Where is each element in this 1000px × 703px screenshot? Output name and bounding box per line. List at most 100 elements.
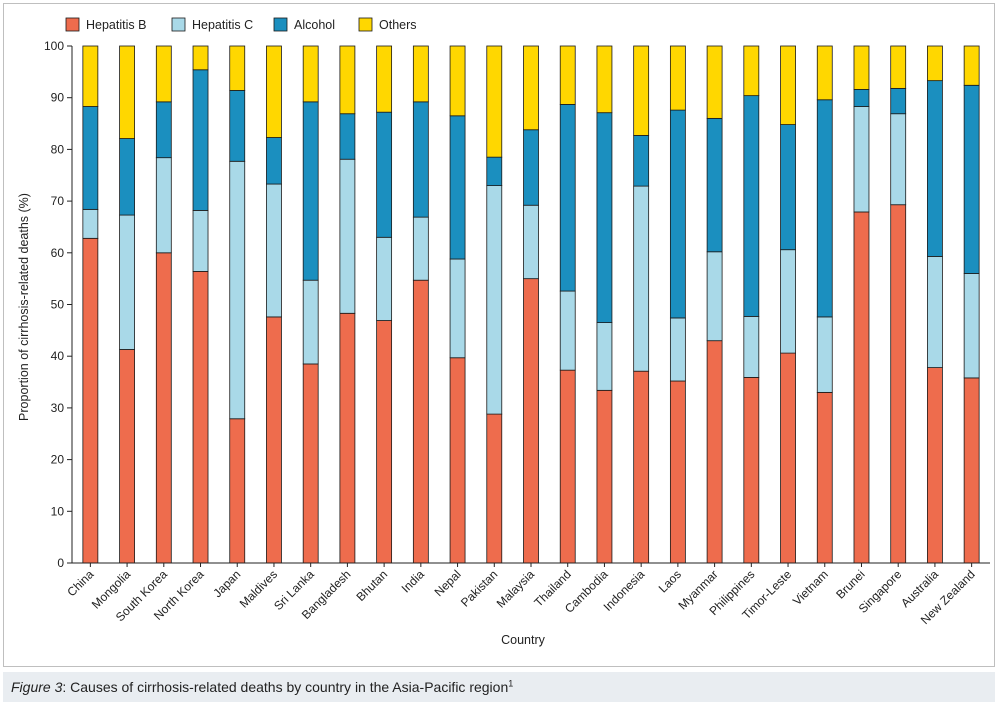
bar-maldives-others (266, 45, 282, 138)
y-tick-label-50: 50 (51, 298, 65, 312)
bar-bangladesh-others (339, 45, 356, 115)
legend: Hepatitis B Hepatitis C Alcohol Others (65, 17, 417, 32)
bar-sri-lanka-hepatitis-c (302, 279, 319, 365)
bar-myanmar-alcohol (706, 117, 723, 253)
bar-maldives-hepatitis-b (266, 316, 282, 564)
bar-bangladesh-hepatitis-b (339, 312, 356, 564)
bar-cambodia-hepatitis-b (596, 389, 613, 564)
bar-pakistan-others (486, 45, 503, 158)
caption-separator: : (62, 679, 67, 695)
bar-japan-hepatitis-c (229, 160, 246, 420)
bar-bangladesh-alcohol (339, 113, 356, 160)
legend-label-alcohol: Alcohol (294, 18, 335, 32)
bar-south-korea-alcohol (155, 101, 172, 159)
chart-frame: Hepatitis B Hepatitis C Alcohol Others Chin… (3, 3, 995, 667)
bar-philippines-others (743, 45, 760, 97)
x-tick-label-nepal: Nepal (432, 567, 464, 599)
bar-maldives-alcohol (266, 137, 282, 185)
bar-singapore-alcohol (890, 87, 907, 115)
bar-sri-lanka-alcohol (302, 101, 319, 281)
bar-indonesia-hepatitis-c (633, 185, 650, 372)
bar-new-zealand-alcohol (963, 84, 980, 274)
bar-cambodia-hepatitis-c (596, 322, 613, 391)
bar-indonesia-others (633, 45, 650, 136)
x-tick-label-brunei: Brunei (833, 567, 867, 601)
bar-bhutan-alcohol (376, 111, 393, 238)
bar-philippines-alcohol (743, 95, 760, 317)
y-tick-label-90: 90 (51, 91, 65, 105)
bar-vietnam-others (816, 45, 833, 101)
bar-japan-alcohol (229, 90, 246, 162)
x-tick-label-bhutan: Bhutan (353, 567, 390, 604)
x-tick-label-pakistan: Pakistan (458, 567, 500, 609)
figure-label: Figure 3 (11, 679, 63, 695)
x-tick-label-laos: Laos (656, 567, 684, 595)
bar-indonesia-hepatitis-b (633, 370, 650, 564)
bar-sri-lanka-hepatitis-b (302, 363, 319, 564)
stacked-bar-chart: Hepatitis B Hepatitis C Alcohol Others Chin… (17, 17, 990, 647)
bar-laos-alcohol (669, 109, 686, 319)
bar-mongolia-hepatitis-c (119, 214, 135, 350)
bar-laos-hepatitis-c (669, 317, 686, 382)
bar-laos-hepatitis-b (669, 380, 686, 564)
bar-nepal-hepatitis-c (449, 258, 466, 359)
legend-swatch-hepatitis-c (171, 17, 186, 32)
x-tick-label-japan: Japan (210, 567, 243, 600)
bar-malaysia-alcohol (523, 129, 539, 206)
bar-indonesia-alcohol (633, 135, 650, 187)
bar-new-zealand-hepatitis-c (963, 273, 980, 379)
bar-mongolia-hepatitis-b (119, 349, 135, 564)
bar-india-alcohol (412, 101, 429, 218)
bar-south-korea-others (155, 45, 172, 103)
bar-vietnam-hepatitis-b (816, 391, 833, 564)
bar-thailand-hepatitis-b (559, 369, 576, 564)
bar-south-korea-hepatitis-c (155, 157, 172, 254)
x-tick-label-india: India (399, 567, 428, 596)
legend-swatch-others (358, 17, 373, 32)
x-tick-label-vietnam: Vietnam (790, 567, 831, 608)
bar-china-others (82, 45, 99, 107)
bar-timor-leste-hepatitis-c (780, 249, 796, 354)
y-tick-label-80: 80 (51, 142, 65, 156)
bar-laos-others (669, 45, 686, 111)
bar-south-korea-hepatitis-b (155, 252, 172, 564)
legend-label-hepatitis-b: Hepatitis B (86, 18, 146, 32)
y-tick-label-20: 20 (51, 453, 65, 467)
bar-new-zealand-others (963, 45, 980, 86)
bar-cambodia-others (596, 45, 613, 114)
bar-maldives-hepatitis-c (266, 183, 282, 318)
x-tick-label-malaysia: Malaysia (494, 567, 538, 611)
bar-vietnam-alcohol (816, 99, 833, 318)
y-tick-label-10: 10 (51, 504, 65, 518)
bar-brunei-hepatitis-b (853, 211, 870, 564)
bar-pakistan-hepatitis-b (486, 413, 503, 564)
bar-myanmar-hepatitis-b (706, 340, 723, 564)
y-axis-title: Proportion of cirrhosis-related deaths (… (17, 193, 31, 421)
figure-caption: Figure 3: Causes of cirrhosis-related de… (3, 672, 995, 702)
bar-pakistan-alcohol (486, 156, 503, 186)
bar-japan-others (229, 45, 246, 91)
bar-bhutan-others (376, 45, 393, 113)
bar-australia-alcohol (927, 80, 943, 257)
y-tick-label-30: 30 (51, 401, 65, 415)
bar-china-hepatitis-b (82, 237, 99, 564)
bar-malaysia-others (523, 45, 539, 131)
bar-thailand-hepatitis-c (559, 290, 576, 371)
bar-myanmar-hepatitis-c (706, 251, 723, 342)
bar-mongolia-alcohol (119, 138, 135, 216)
bar-sri-lanka-others (302, 45, 319, 103)
bar-brunei-alcohol (853, 89, 870, 107)
bar-singapore-hepatitis-c (890, 113, 907, 206)
bar-japan-hepatitis-b (229, 418, 246, 564)
bar-philippines-hepatitis-c (743, 315, 760, 378)
bar-australia-hepatitis-c (927, 256, 943, 368)
bar-china-alcohol (82, 106, 99, 210)
y-tick-label-70: 70 (51, 194, 65, 208)
caption-text: Causes of cirrhosis-related deaths by co… (66, 679, 509, 695)
bar-india-hepatitis-c (412, 216, 429, 281)
bar-timor-leste-others (780, 45, 796, 125)
bar-cambodia-alcohol (596, 112, 613, 323)
bar-malaysia-hepatitis-c (523, 204, 539, 280)
y-tick-label-0: 0 (57, 556, 64, 570)
bar-timor-leste-alcohol (780, 124, 796, 251)
